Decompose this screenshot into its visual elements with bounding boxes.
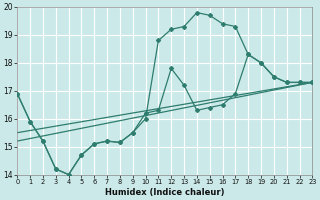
X-axis label: Humidex (Indice chaleur): Humidex (Indice chaleur) xyxy=(105,188,225,197)
